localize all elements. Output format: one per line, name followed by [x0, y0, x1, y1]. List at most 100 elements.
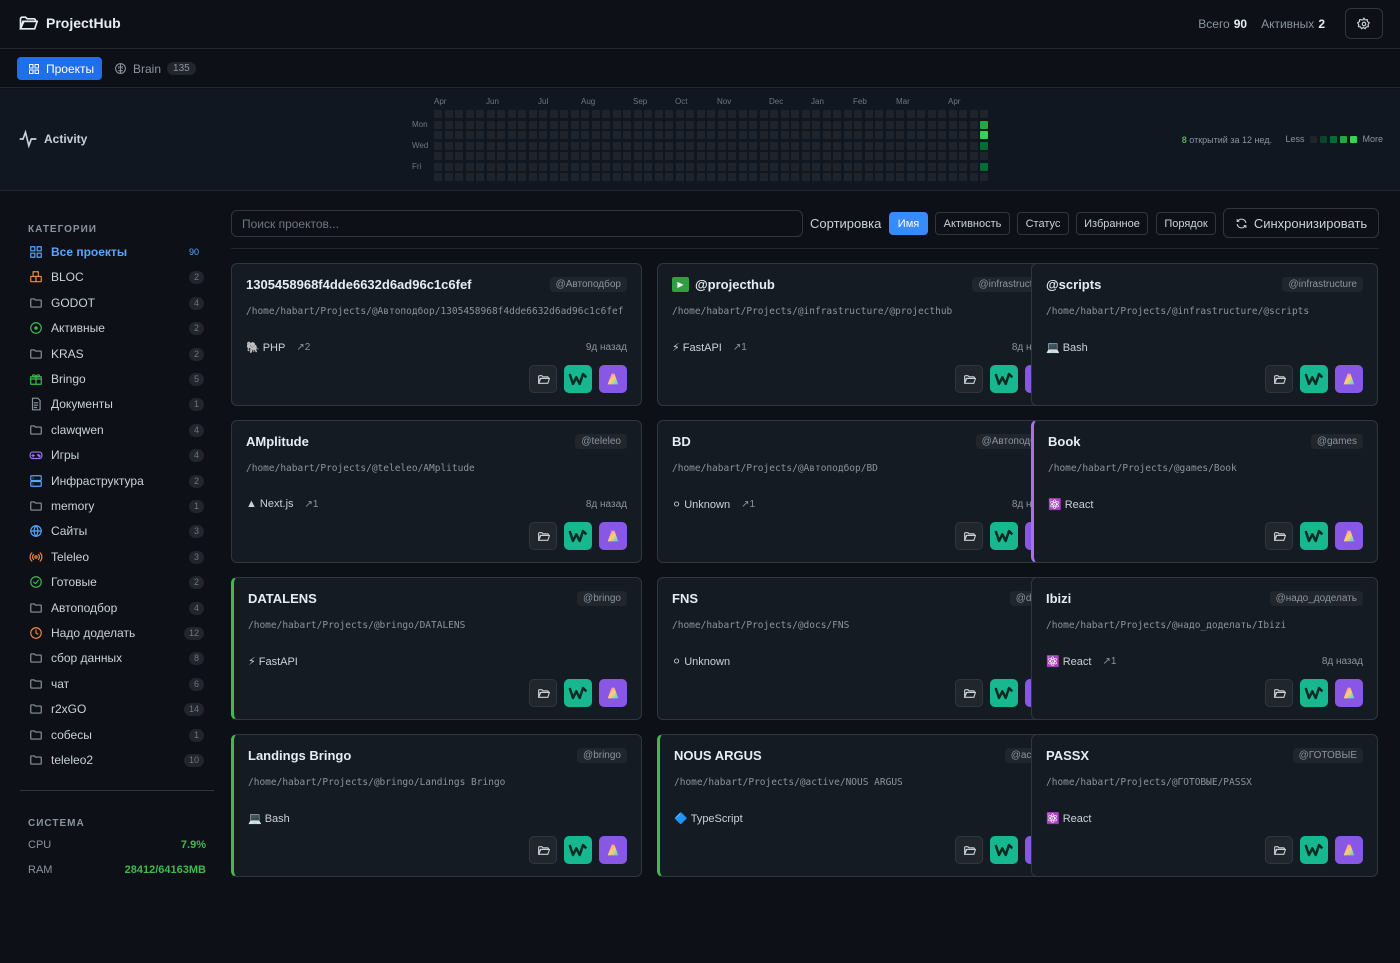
heatmap-cell[interactable]: [801, 152, 810, 160]
heatmap-cell[interactable]: [833, 152, 841, 160]
heatmap-cell[interactable]: [707, 173, 715, 181]
heatmap-cell[interactable]: [843, 152, 852, 160]
heatmap-cell[interactable]: [959, 173, 967, 181]
heatmap-cell[interactable]: [791, 162, 799, 171]
heatmap-cell[interactable]: [686, 152, 694, 160]
heatmap-cell[interactable]: [644, 110, 652, 118]
heatmap-cell[interactable]: [959, 141, 967, 150]
heatmap-cell[interactable]: [444, 173, 453, 181]
project-name[interactable]: PASSX: [1046, 748, 1090, 763]
project-card[interactable]: BD @Автоподбор/home/habart/Projects/@Авто…: [657, 420, 1068, 563]
heatmap-cell[interactable]: [486, 162, 495, 171]
heatmap-cell[interactable]: [455, 173, 463, 181]
heatmap-cell[interactable]: [549, 162, 558, 171]
heatmap-cell[interactable]: [948, 162, 957, 171]
heatmap-cell[interactable]: [686, 141, 694, 150]
sidebar-item[interactable]: clawqwen 4: [20, 418, 214, 442]
heatmap-cell[interactable]: [486, 131, 495, 139]
heatmap-cell[interactable]: [833, 141, 841, 150]
heatmap-cell[interactable]: [938, 173, 946, 181]
heatmap-cell[interactable]: [896, 173, 904, 181]
heatmap-cell[interactable]: [560, 120, 568, 129]
heatmap-cell[interactable]: [938, 141, 946, 150]
project-card[interactable]: PASSX @ГОТОВЫЕ/home/habart/Projects/@ГОТО…: [1031, 734, 1378, 877]
heatmap-cell[interactable]: [801, 162, 810, 171]
heatmap-cell[interactable]: [528, 110, 537, 118]
heatmap-cell[interactable]: [696, 110, 705, 118]
open-windsurf-button[interactable]: [990, 836, 1018, 864]
heatmap-cell[interactable]: [612, 110, 621, 118]
heatmap-cell[interactable]: [728, 120, 736, 129]
heatmap-cell[interactable]: [675, 162, 684, 171]
heatmap-cell[interactable]: [497, 152, 505, 160]
heatmap-cell[interactable]: [686, 120, 694, 129]
heatmap-cell[interactable]: [455, 141, 463, 150]
heatmap-cell[interactable]: [906, 162, 915, 171]
heatmap-cell[interactable]: [780, 110, 789, 118]
heatmap-cell[interactable]: [969, 152, 978, 160]
heatmap-cell[interactable]: [885, 141, 894, 150]
heatmap-cell[interactable]: [885, 110, 894, 118]
heatmap-cell[interactable]: [833, 131, 841, 139]
search-input[interactable]: [231, 210, 803, 237]
open-windsurf-button[interactable]: [990, 522, 1018, 550]
heatmap-cell[interactable]: [497, 162, 505, 171]
heatmap-cell[interactable]: [812, 162, 820, 171]
heatmap-cell[interactable]: [980, 152, 988, 160]
heatmap-cell[interactable]: [854, 131, 862, 139]
heatmap-cell[interactable]: [833, 173, 841, 181]
heatmap-cell[interactable]: [770, 120, 778, 129]
heatmap-cell[interactable]: [780, 120, 789, 129]
heatmap-cell[interactable]: [602, 141, 610, 150]
heatmap-cell[interactable]: [644, 131, 652, 139]
heatmap-cell[interactable]: [507, 110, 516, 118]
open-ai-editor-button[interactable]: [1335, 522, 1363, 550]
heatmap-cell[interactable]: [780, 131, 789, 139]
heatmap-cell[interactable]: [759, 162, 768, 171]
project-name[interactable]: @scripts: [1046, 277, 1102, 292]
heatmap-cell[interactable]: [791, 131, 799, 139]
heatmap-cell[interactable]: [927, 152, 936, 160]
heatmap-cell[interactable]: [749, 110, 757, 118]
project-name[interactable]: 1305458968f4dde6632d6ad96c1c6fef: [246, 277, 472, 292]
heatmap-cell[interactable]: [434, 141, 442, 150]
heatmap-cell[interactable]: [570, 141, 579, 150]
heatmap-cell[interactable]: [528, 120, 537, 129]
heatmap-cell[interactable]: [591, 120, 600, 129]
heatmap-cell[interactable]: [864, 162, 873, 171]
heatmap-cell[interactable]: [665, 131, 673, 139]
project-tag[interactable]: @teleleo: [575, 434, 627, 449]
heatmap-cell[interactable]: [864, 173, 873, 181]
heatmap-cell[interactable]: [602, 152, 610, 160]
heatmap-cell[interactable]: [570, 110, 579, 118]
heatmap-cell[interactable]: [675, 120, 684, 129]
heatmap-cell[interactable]: [864, 120, 873, 129]
heatmap-cell[interactable]: [654, 141, 663, 150]
heatmap-cell[interactable]: [602, 110, 610, 118]
heatmap-cell[interactable]: [707, 152, 715, 160]
heatmap-cell[interactable]: [717, 120, 726, 129]
project-name[interactable]: FNS: [672, 591, 698, 606]
heatmap-cell[interactable]: [528, 152, 537, 160]
heatmap-cell[interactable]: [948, 110, 957, 118]
heatmap-cell[interactable]: [948, 120, 957, 129]
open-windsurf-button[interactable]: [1300, 365, 1328, 393]
heatmap-cell[interactable]: [717, 162, 726, 171]
heatmap-cell[interactable]: [612, 162, 621, 171]
heatmap-cell[interactable]: [791, 110, 799, 118]
heatmap-cell[interactable]: [875, 141, 883, 150]
heatmap-cell[interactable]: [906, 141, 915, 150]
heatmap-cell[interactable]: [644, 173, 652, 181]
heatmap-cell[interactable]: [486, 141, 495, 150]
heatmap-cell[interactable]: [444, 141, 453, 150]
heatmap-cell[interactable]: [570, 162, 579, 171]
sidebar-item[interactable]: Все проекты 90: [20, 240, 214, 264]
heatmap-cell[interactable]: [707, 131, 715, 139]
heatmap-cell[interactable]: [549, 141, 558, 150]
heatmap-cell[interactable]: [518, 162, 526, 171]
heatmap-cell[interactable]: [759, 110, 768, 118]
heatmap-cell[interactable]: [549, 110, 558, 118]
heatmap-cell[interactable]: [581, 110, 589, 118]
heatmap-cell[interactable]: [885, 120, 894, 129]
heatmap-cell[interactable]: [927, 162, 936, 171]
